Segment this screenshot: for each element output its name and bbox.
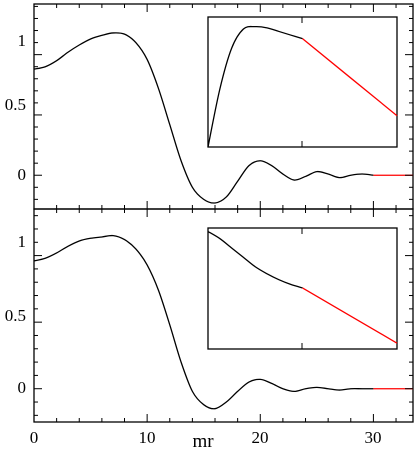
top-inset [207,16,398,148]
x-axis-label: mr [192,431,214,449]
bottom-inset-series-0 [207,230,303,289]
bottom-y-tick-label: 0.5 [5,306,26,325]
top-y-tick-label: 0 [18,165,27,184]
bottom-y-tick-label: 1 [18,232,27,251]
x-tick-label: 30 [365,428,382,447]
top-y-tick-label: 0.5 [5,95,26,114]
x-tick-label: 10 [139,428,156,447]
top-inset-series-1 [302,38,398,117]
bottom-y-tick-label: 0 [18,378,27,397]
top-panel [33,3,414,210]
bottom-panel-frame [33,208,414,423]
bottom-panel-series-0 [33,234,374,410]
top-panel-series-0 [33,32,374,204]
bottom-inset-series-1 [302,287,398,344]
bottom-inset [207,227,398,350]
x-tick-label: 20 [252,428,269,447]
bottom-panel [33,208,414,423]
top-y-tick-label: 1 [18,31,27,50]
top-inset-frame [207,16,398,148]
top-inset-series-0 [207,25,303,148]
x-tick-label: 0 [30,428,39,447]
